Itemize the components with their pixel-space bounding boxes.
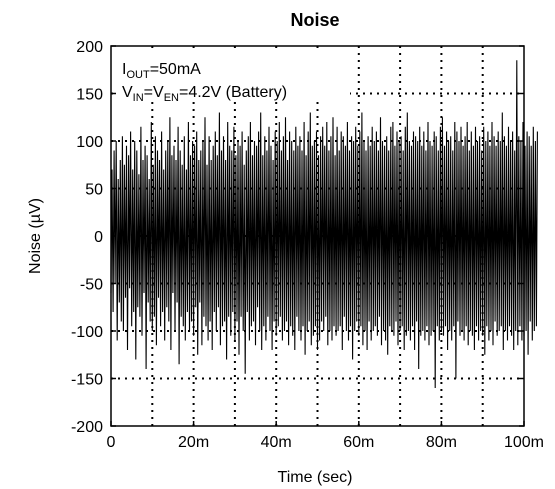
x-tick-label-5: 100m xyxy=(504,434,544,451)
series-line-0 xyxy=(110,60,538,389)
y-tick-label-4: 0 xyxy=(94,229,103,246)
y-tick-label-7: 150 xyxy=(76,87,103,104)
x-axis-ticks: 0 20m 40m 60m 80m 100m xyxy=(107,421,544,451)
chart-title: Noise xyxy=(290,10,339,30)
x-tick-label-3: 60m xyxy=(343,434,374,451)
y-tick-label-8: 200 xyxy=(76,39,103,56)
y-tick-label-3: -50 xyxy=(80,277,103,294)
annotation-line-2: VIN=VEN=4.2V (Battery) xyxy=(122,84,287,104)
x-tick-label-2: 40m xyxy=(261,434,292,451)
y-tick-label-2: -100 xyxy=(71,324,103,341)
y-tick-label-1: -150 xyxy=(71,372,103,389)
series-group xyxy=(110,60,538,389)
x-tick-label-4: 80m xyxy=(426,434,457,451)
y-tick-label-6: 100 xyxy=(76,134,103,151)
y-tick-label-5: 50 xyxy=(85,182,103,199)
y-tick-label-0: -200 xyxy=(71,419,103,436)
x-tick-label-0: 0 xyxy=(107,434,116,451)
annotation-background xyxy=(118,52,350,102)
x-axis-label: Time (sec) xyxy=(278,469,353,486)
y-axis-label: Noise (µV) xyxy=(27,198,44,274)
x-tick-label-1: 20m xyxy=(178,434,209,451)
y-axis-ticks: -200 -150 -100 -50 0 50 100 150 200 xyxy=(71,39,524,436)
annotation-line-1: IOUT=50mA xyxy=(122,61,201,81)
